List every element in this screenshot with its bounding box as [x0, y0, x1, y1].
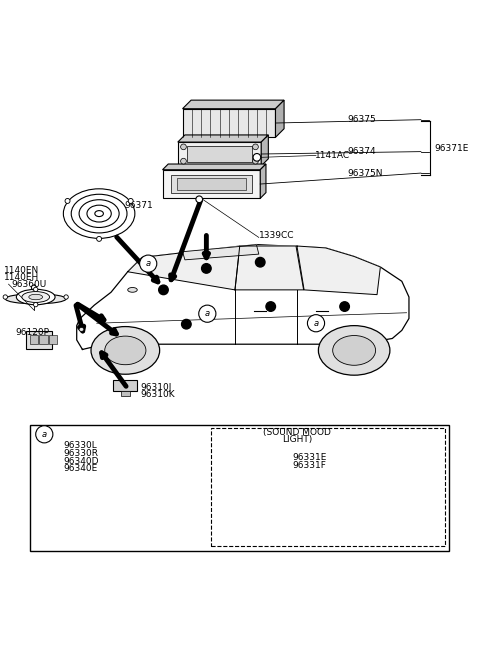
- Polygon shape: [128, 246, 240, 290]
- Circle shape: [252, 158, 258, 164]
- Bar: [48, 335, 57, 344]
- Circle shape: [153, 490, 159, 497]
- Text: 1140EN: 1140EN: [4, 266, 39, 276]
- Ellipse shape: [128, 287, 137, 292]
- Circle shape: [159, 285, 168, 295]
- Circle shape: [65, 199, 70, 203]
- Polygon shape: [163, 164, 266, 170]
- Text: a: a: [313, 319, 319, 328]
- Text: a: a: [205, 309, 210, 318]
- Polygon shape: [178, 135, 268, 142]
- Bar: [120, 391, 130, 396]
- Ellipse shape: [79, 327, 84, 331]
- Bar: [26, 331, 52, 349]
- Circle shape: [128, 199, 133, 203]
- Bar: [178, 142, 261, 166]
- Ellipse shape: [105, 336, 146, 365]
- Circle shape: [180, 144, 186, 150]
- Text: 96360U: 96360U: [11, 279, 46, 289]
- Text: 96331F: 96331F: [292, 461, 326, 470]
- Bar: [30, 335, 38, 344]
- Bar: [182, 109, 276, 137]
- Text: 96331E: 96331E: [292, 453, 326, 462]
- Polygon shape: [276, 100, 284, 137]
- Text: 96120P: 96120P: [16, 328, 50, 337]
- Ellipse shape: [318, 325, 390, 375]
- Ellipse shape: [29, 295, 43, 300]
- Polygon shape: [260, 164, 266, 198]
- Circle shape: [340, 302, 349, 312]
- Bar: [163, 170, 260, 198]
- Text: 96330L: 96330L: [63, 441, 97, 451]
- Circle shape: [72, 490, 79, 497]
- Circle shape: [307, 315, 324, 332]
- Circle shape: [112, 541, 119, 548]
- Ellipse shape: [91, 327, 160, 374]
- Circle shape: [31, 285, 36, 290]
- Circle shape: [96, 236, 102, 241]
- Circle shape: [253, 154, 261, 161]
- Bar: [113, 380, 137, 391]
- Bar: [171, 175, 252, 193]
- Bar: [39, 335, 48, 344]
- Polygon shape: [77, 245, 409, 350]
- Bar: [177, 178, 246, 190]
- Polygon shape: [235, 246, 304, 290]
- Bar: [30, 425, 448, 551]
- Text: 96371E: 96371E: [435, 144, 469, 153]
- Text: 1339CC: 1339CC: [259, 232, 294, 241]
- Text: (SOUND MOOD: (SOUND MOOD: [263, 428, 331, 437]
- Circle shape: [181, 319, 191, 329]
- Circle shape: [255, 257, 265, 267]
- Circle shape: [199, 305, 216, 322]
- Circle shape: [332, 492, 338, 499]
- Text: 96375: 96375: [347, 115, 376, 124]
- Polygon shape: [182, 245, 259, 260]
- Circle shape: [64, 295, 68, 299]
- Circle shape: [266, 302, 276, 312]
- Ellipse shape: [16, 289, 55, 305]
- Circle shape: [294, 543, 300, 550]
- Circle shape: [140, 255, 157, 272]
- Circle shape: [34, 287, 38, 291]
- Polygon shape: [297, 246, 380, 295]
- Circle shape: [202, 264, 211, 273]
- Text: 1141AC: 1141AC: [315, 151, 350, 160]
- Text: 96374: 96374: [347, 147, 376, 156]
- Circle shape: [256, 492, 262, 499]
- Ellipse shape: [5, 294, 66, 304]
- Text: 96375N: 96375N: [347, 169, 383, 178]
- Ellipse shape: [22, 291, 49, 302]
- Text: LIGHT): LIGHT): [282, 436, 312, 444]
- Bar: [211, 428, 444, 546]
- Bar: [187, 146, 252, 162]
- Text: 96310J: 96310J: [141, 383, 172, 392]
- Text: a: a: [145, 259, 151, 268]
- Text: 96310K: 96310K: [141, 390, 175, 400]
- Polygon shape: [261, 135, 268, 166]
- Text: 96340D: 96340D: [63, 457, 99, 466]
- Circle shape: [196, 196, 203, 203]
- Circle shape: [180, 158, 186, 164]
- Ellipse shape: [333, 335, 375, 365]
- Text: 1140EH: 1140EH: [4, 273, 39, 282]
- Polygon shape: [182, 100, 284, 109]
- Circle shape: [3, 295, 8, 299]
- Text: 96371: 96371: [124, 201, 153, 209]
- Circle shape: [34, 302, 38, 307]
- Text: 96340E: 96340E: [63, 464, 97, 474]
- Text: 96330R: 96330R: [63, 449, 98, 458]
- Text: a: a: [42, 430, 47, 439]
- Circle shape: [252, 144, 258, 150]
- Circle shape: [36, 426, 53, 443]
